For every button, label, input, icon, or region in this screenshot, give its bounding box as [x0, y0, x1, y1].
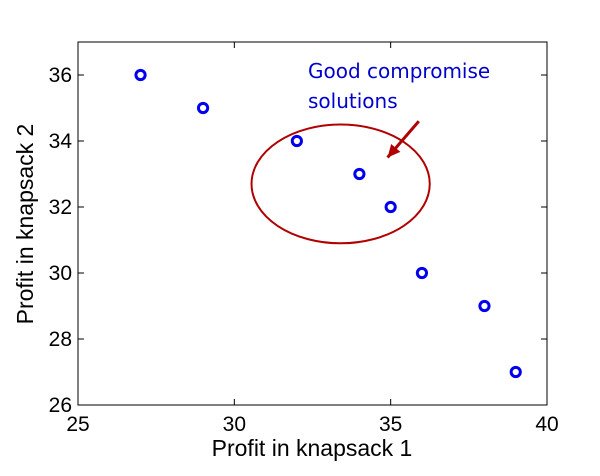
compromise-ellipse: [250, 123, 431, 245]
y-axis-label: Profit in knapsack 2: [12, 124, 38, 325]
x-tick-label: 25: [66, 413, 89, 436]
data-point: [384, 200, 397, 214]
axis-ticks: 25 30 35 40 26 28 30 32 34 36: [49, 42, 559, 436]
x-axis-label: Profit in knapsack 1: [212, 435, 413, 461]
y-tick-label: 34: [49, 130, 73, 153]
y-tick-label: 36: [49, 64, 72, 87]
y-tick-label: 32: [49, 196, 72, 219]
arrow-head-icon: [387, 143, 401, 158]
data-point: [134, 68, 147, 82]
data-point: [415, 266, 429, 280]
x-tick-label: 40: [535, 413, 558, 436]
y-tick-label: 28: [49, 328, 72, 351]
annotation-text-line: solutions: [308, 89, 398, 113]
data-points: [134, 68, 522, 379]
x-tick-label: 30: [223, 413, 246, 436]
data-point: [478, 299, 491, 313]
annotation-text-line: Good compromise: [308, 59, 490, 83]
annotation-group: Good compromise solutions: [250, 59, 490, 245]
data-point: [290, 134, 303, 148]
data-point: [196, 101, 210, 115]
data-point: [509, 365, 522, 379]
y-tick-label: 30: [49, 262, 72, 285]
data-point: [353, 167, 366, 181]
plot-area: [77, 41, 548, 406]
y-tick-label: 26: [49, 394, 72, 417]
x-tick-label: 35: [379, 413, 402, 436]
